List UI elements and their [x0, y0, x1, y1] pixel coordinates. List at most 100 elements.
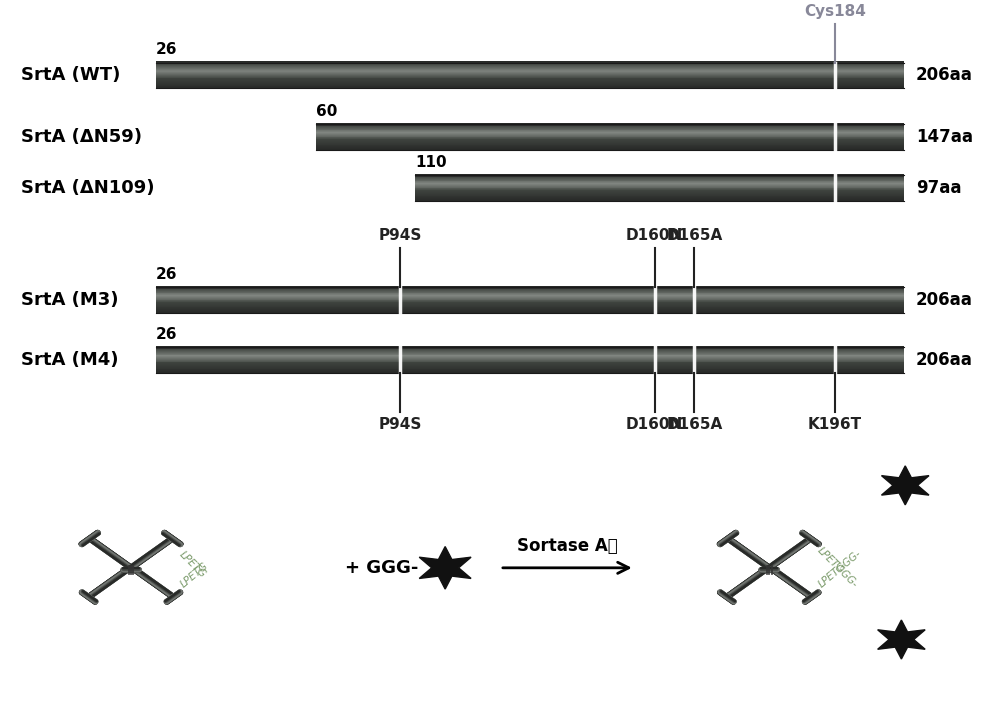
Bar	[156, 358, 904, 360]
Bar	[415, 177, 904, 179]
Bar	[156, 79, 904, 80]
Text: 206aa: 206aa	[916, 291, 973, 309]
Bar	[156, 286, 904, 287]
Bar	[316, 144, 904, 146]
Bar	[156, 66, 904, 67]
Text: P94S: P94S	[379, 417, 422, 432]
Bar	[415, 188, 904, 190]
Bar	[156, 365, 904, 367]
Bar	[156, 354, 904, 355]
Bar	[156, 372, 904, 373]
Text: SrtA (ΔN109): SrtA (ΔN109)	[21, 179, 155, 197]
Bar	[316, 130, 904, 131]
Bar	[415, 174, 904, 175]
Bar	[156, 80, 904, 81]
Bar	[156, 83, 904, 84]
Bar	[156, 67, 904, 69]
Bar	[415, 197, 904, 198]
Bar	[316, 129, 904, 131]
Text: D165A: D165A	[666, 228, 723, 243]
Bar	[316, 147, 904, 148]
Bar	[316, 138, 904, 139]
Text: SrtA (WT): SrtA (WT)	[21, 66, 121, 85]
Bar	[415, 195, 904, 197]
Bar	[156, 297, 904, 299]
Bar	[415, 183, 904, 184]
Polygon shape	[878, 620, 925, 659]
Bar	[156, 304, 904, 306]
Text: 26: 26	[156, 266, 177, 281]
Bar	[316, 132, 904, 133]
Bar	[156, 350, 904, 351]
Text: 206aa: 206aa	[916, 66, 973, 85]
Bar	[156, 74, 904, 75]
Text: 26: 26	[156, 327, 177, 342]
Bar	[156, 361, 904, 363]
Bar	[415, 189, 904, 190]
Bar	[156, 296, 904, 297]
Bar	[156, 302, 904, 303]
Bar	[156, 305, 904, 307]
Bar	[156, 366, 904, 368]
Bar	[156, 76, 904, 78]
Bar	[415, 192, 904, 193]
Bar	[156, 358, 904, 359]
Bar	[316, 134, 904, 135]
Bar	[156, 64, 904, 65]
Bar	[156, 87, 904, 88]
Bar	[156, 78, 904, 80]
Bar	[156, 84, 904, 85]
Bar	[156, 287, 904, 288]
Text: LPETG: LPETG	[177, 549, 208, 579]
Text: D165A: D165A	[666, 417, 723, 432]
Bar	[156, 86, 904, 88]
Bar	[316, 140, 904, 141]
Bar	[156, 82, 904, 83]
Bar	[156, 303, 904, 304]
Bar	[156, 289, 904, 291]
Bar	[316, 141, 904, 143]
Bar	[156, 357, 904, 358]
Bar	[156, 67, 904, 68]
Bar	[415, 198, 904, 199]
Bar	[156, 63, 904, 65]
Bar	[316, 128, 904, 129]
Text: SrtA (M4): SrtA (M4)	[21, 351, 119, 369]
Polygon shape	[881, 466, 929, 505]
Bar	[156, 360, 904, 362]
Bar	[156, 292, 904, 294]
Bar	[415, 185, 904, 187]
Bar	[415, 192, 904, 194]
Bar	[156, 288, 904, 289]
Bar	[156, 348, 904, 349]
Bar	[415, 184, 904, 185]
Bar	[156, 364, 904, 365]
Bar	[316, 131, 904, 132]
Text: P94S: P94S	[379, 228, 422, 243]
Bar	[156, 81, 904, 82]
Text: 110: 110	[415, 154, 447, 169]
Bar	[316, 126, 904, 128]
Bar	[316, 124, 904, 125]
Text: D160N: D160N	[626, 228, 683, 243]
Bar	[156, 369, 904, 370]
Bar	[156, 350, 904, 352]
Bar	[156, 299, 904, 300]
Bar	[156, 371, 904, 372]
Bar	[156, 370, 904, 371]
Bar	[156, 68, 904, 70]
Bar	[156, 309, 904, 311]
Bar	[415, 193, 904, 195]
Bar	[156, 73, 904, 74]
Bar	[156, 311, 904, 312]
Bar	[415, 176, 904, 177]
Text: 147aa: 147aa	[916, 128, 973, 146]
Bar	[316, 142, 904, 144]
Bar	[156, 289, 904, 290]
Bar	[316, 137, 904, 139]
Text: 206aa: 206aa	[916, 351, 973, 369]
Bar	[316, 125, 904, 126]
Bar	[156, 346, 904, 348]
Bar	[316, 123, 904, 124]
Bar	[156, 85, 904, 86]
